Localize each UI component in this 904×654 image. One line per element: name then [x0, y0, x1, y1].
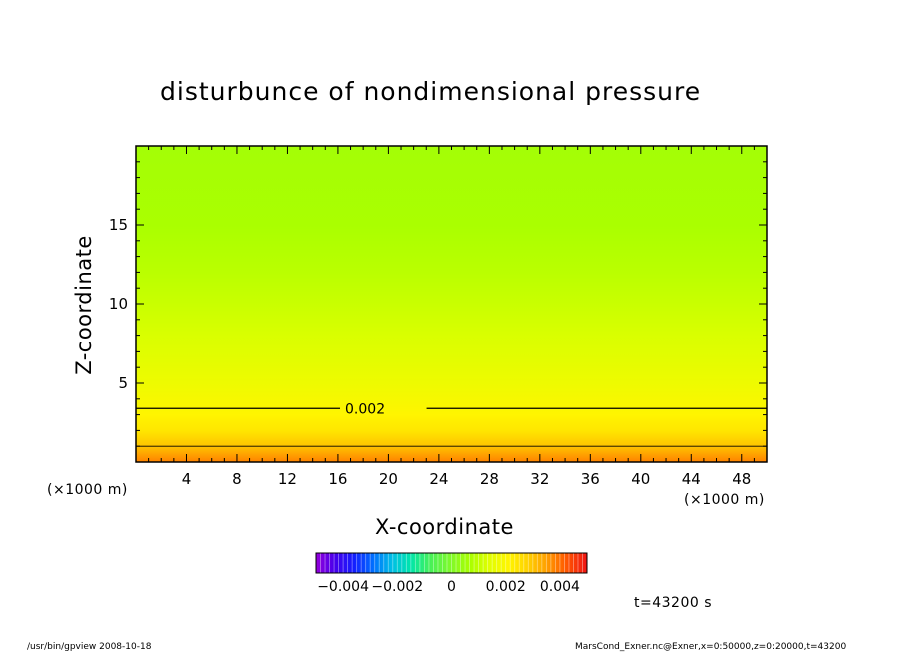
colorbar: [316, 553, 587, 573]
colorbar-tick-label: 0.002: [486, 579, 526, 595]
x-tick-label: 28: [479, 470, 499, 488]
x-tick-label: 8: [232, 470, 242, 488]
colorbar-tick-label: −0.002: [371, 579, 423, 595]
contour-label: 0.002: [345, 401, 385, 417]
x-axis-label: X-coordinate: [375, 515, 514, 539]
x-tick-label: 20: [378, 470, 398, 488]
time-label: t=43200 s: [634, 595, 712, 611]
y-axis-label: Z-coordinate: [72, 235, 96, 375]
footer-left: /usr/bin/gpview 2008-10-18: [27, 642, 152, 652]
footer-right: MarsCond_Exner.nc@Exner,x=0:50000,z=0:20…: [575, 642, 847, 652]
colorbar-frame: [315, 552, 588, 574]
x-tick-label: 40: [631, 470, 651, 488]
y-tick-label: 10: [108, 295, 128, 313]
x-axis-unit-right: (×1000 m): [684, 492, 765, 508]
colorbar-tick-label: 0.004: [540, 579, 580, 595]
y-tick-label: 15: [108, 216, 128, 234]
field-fill: [136, 146, 767, 462]
x-tick-label: 4: [181, 470, 192, 488]
x-tick-label: 36: [580, 470, 600, 488]
x-tick-label: 12: [277, 470, 297, 488]
y-tick-label: 5: [118, 374, 128, 392]
colorbar-tick-label: 0: [447, 579, 456, 595]
x-axis-unit-left: (×1000 m): [47, 482, 128, 498]
colorbar-tick-label: −0.004: [317, 579, 369, 595]
chart-title: disturbunce of nondimensional pressure: [160, 77, 702, 106]
x-tick-label: 24: [429, 470, 449, 488]
x-tick-label: 48: [732, 470, 752, 488]
x-tick-label: 32: [530, 470, 550, 488]
x-tick-label: 16: [328, 470, 348, 488]
x-tick-label: 44: [681, 470, 701, 488]
